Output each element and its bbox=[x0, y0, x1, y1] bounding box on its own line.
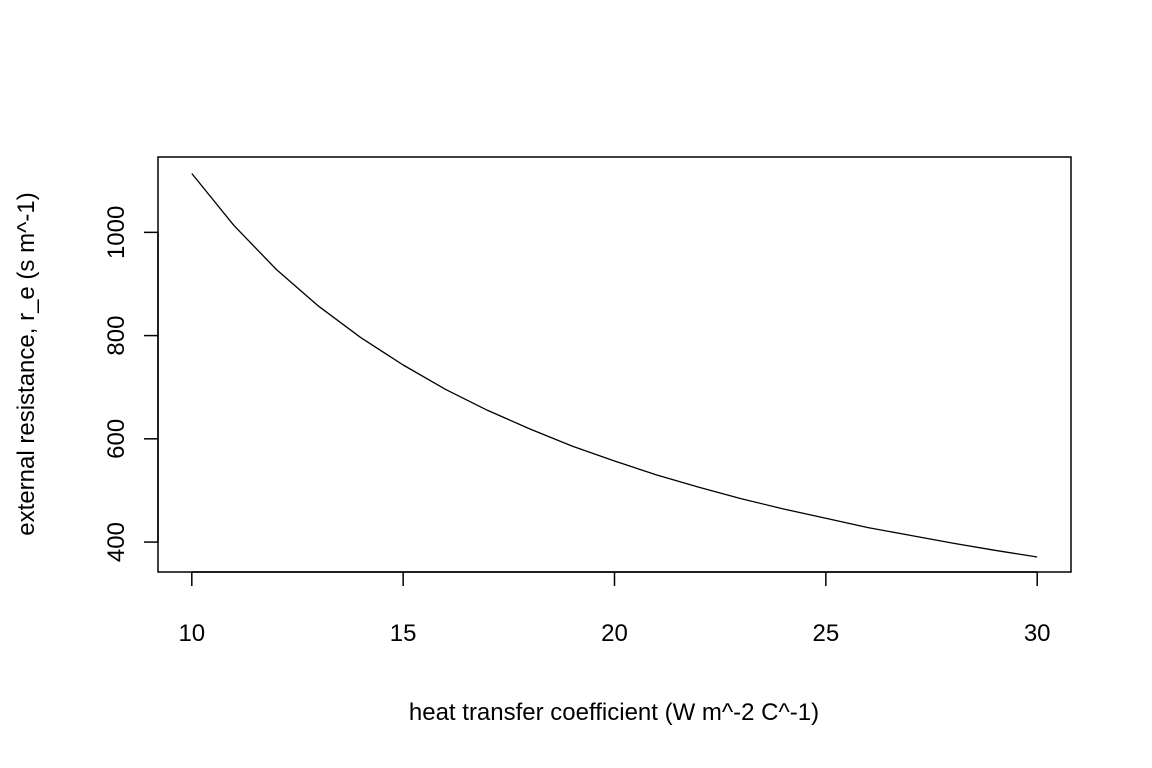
x-axis: 10 15 20 25 30 bbox=[178, 571, 1051, 647]
x-tick-label: 20 bbox=[601, 620, 628, 647]
y-tick-label: 800 bbox=[103, 316, 130, 356]
y-axis-title: external resistance, r_e (s m^-1) bbox=[13, 192, 40, 535]
series-line bbox=[191, 173, 1038, 558]
x-tick-label: 25 bbox=[812, 620, 839, 647]
x-tick-label: 10 bbox=[178, 620, 205, 647]
x-tick-label: 30 bbox=[1024, 620, 1051, 647]
x-tick-label: 15 bbox=[390, 620, 417, 647]
y-tick-label: 400 bbox=[103, 522, 130, 562]
plot-frame bbox=[157, 156, 1072, 573]
x-axis-title: heat transfer coefficient (W m^-2 C^-1) bbox=[409, 699, 819, 726]
y-tick-label: 1000 bbox=[103, 206, 130, 259]
series-layer bbox=[191, 173, 1038, 558]
y-tick-label: 600 bbox=[103, 419, 130, 459]
y-axis: 400 600 800 1000 bbox=[103, 206, 159, 562]
